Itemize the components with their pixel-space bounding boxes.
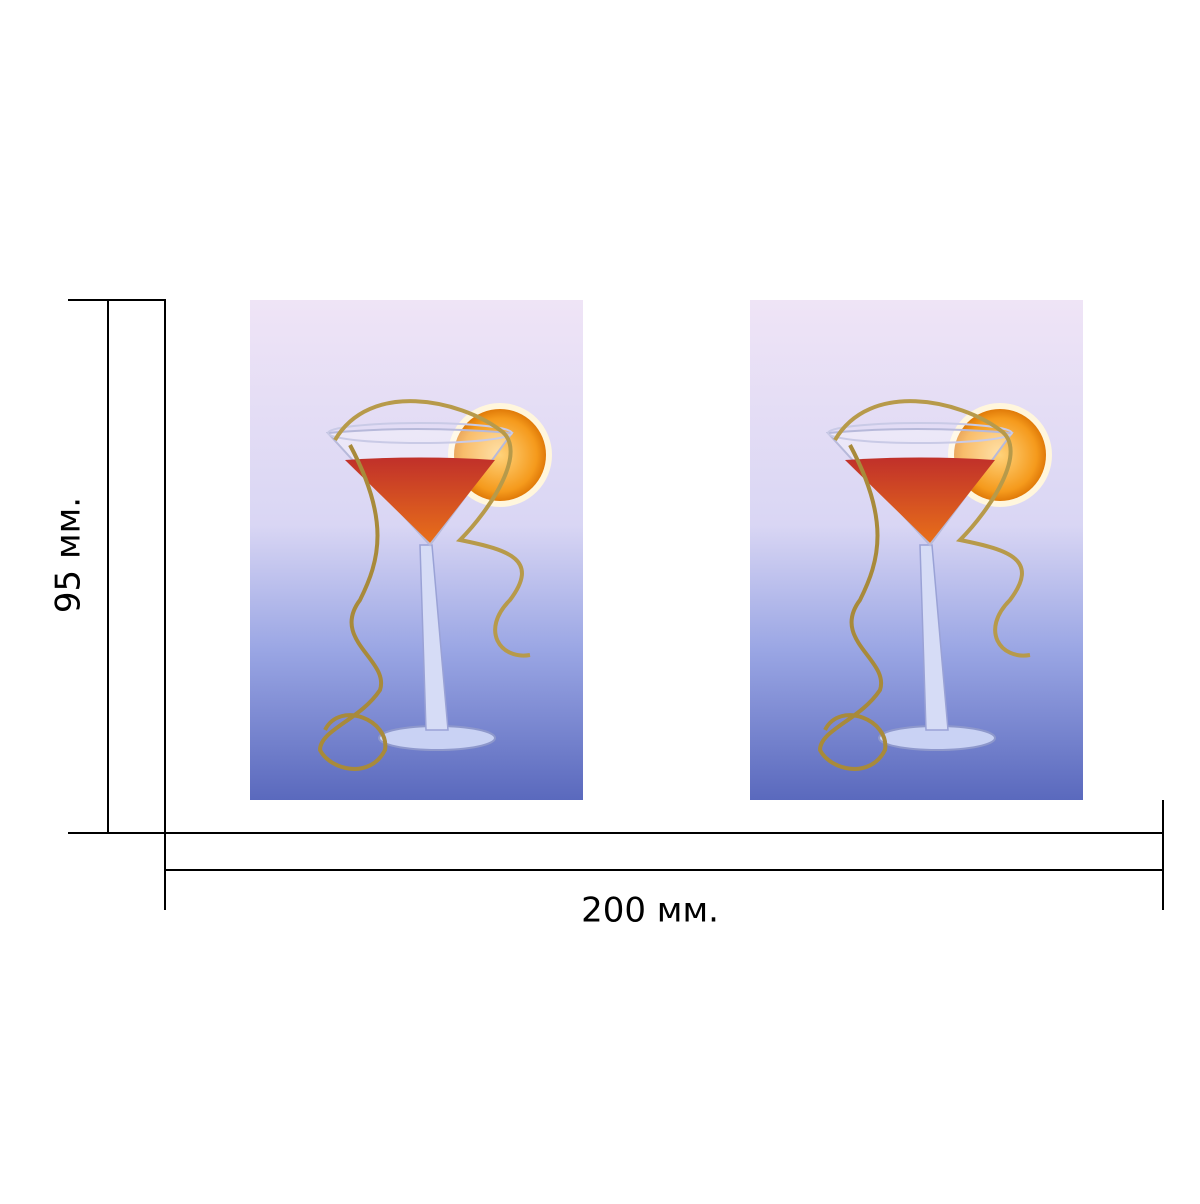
height-label: 95 мм. [49,497,89,613]
product-photo [748,298,1085,802]
product-photo [248,298,585,802]
width-label: 200 мм. [581,891,719,931]
